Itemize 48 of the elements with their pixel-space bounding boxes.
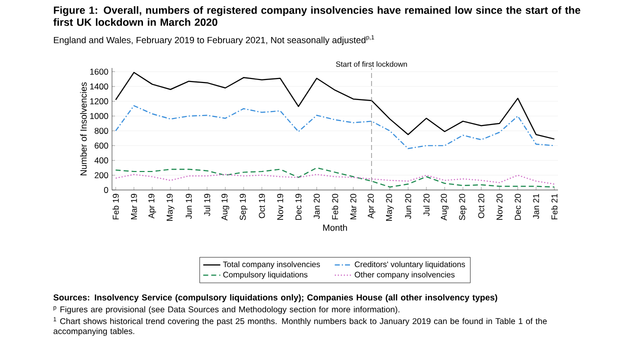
x-tick-label: May 20 [386,194,394,221]
x-tick-label: Dec 20 [514,194,521,220]
x-tick-label: Apr 20 [368,194,376,219]
x-tick-label: Jun 20 [405,194,412,219]
x-tick-label: Jan 20 [314,194,320,219]
legend-label: Compulsory liquidations [223,272,308,280]
x-tick-label: Oct 20 [478,194,484,218]
x-tick-label: Sep 20 [459,194,467,220]
x-tick-label: May 19 [166,194,174,221]
x-tick-label: Aug 20 [440,194,449,220]
y-tick-label: 800 [94,128,108,134]
y-tick-label: 1200 [90,98,108,104]
y-tick-label: 600 [94,142,108,149]
y-tick-label: 1400 [90,83,108,90]
x-tick-label: Nov 19 [277,194,284,220]
x-tick-label: Mar 20 [350,194,356,220]
x-tick-label: Mar 19 [130,194,137,220]
legend-label: Creditors' voluntary liquidations [354,261,466,269]
y-tick-label: 400 [94,157,108,164]
y-tick-label: 0 [104,186,108,193]
legend-label: Other company insolvencies [354,272,455,280]
x-tick-label: Aug 19 [221,194,230,220]
y-axis-title: Number of Insolvencies [80,82,87,176]
text: $^{p}$ Figures are provisional (see Data Sources and Methodology section for more information). [54,306,400,314]
legend-label: Total company insolvencies [223,261,320,269]
x-tick-label: Nov 20 [496,194,503,220]
x-tick-label: Sep 19 [240,194,248,220]
chart-title: Figure 1: Overall, numbers of registered company insolvencies have remained low since the start of the first UK lockdown in March 2020 [53,6,580,26]
chart-subtitle: England and Wales, February 2019 to February 2021, Not seasonally adjusted$^{p,1}$ [54,35,374,46]
x-tick-label: Oct 19 [258,194,265,218]
line-series [115,105,555,150]
x-tick-label: Feb 19 [112,194,119,220]
x-tick-label: Jul 19 [204,194,210,216]
x-tick-label: Jan 21 [533,194,540,219]
x-tick-label: Dec 19 [295,194,302,220]
y-tick-label: 1000 [90,113,108,120]
x-tick-label: Feb 20 [332,194,338,220]
line-series [115,174,555,185]
x-tick-label: Feb 21 [551,194,558,220]
x-tick-label: Apr 19 [148,194,156,219]
source-note: Sources: Insolvency Service (compulsory liquidations only); Companies House (all other insolvency types) [53,294,498,302]
y-tick-label: 200 [94,172,108,178]
x-tick-label: Jul 20 [423,194,430,216]
x-tick-label: Jun 19 [186,194,192,219]
line-series [115,72,555,140]
text: $^{1}$ Chart shows historical trend covering the past 25 months. Monthly numbers back to January 2019 can be found in Table 1 of the accompanying tables. [54,317,547,336]
x-axis-title: Month [323,224,347,231]
y-tick-label: 1600 [90,68,108,75]
